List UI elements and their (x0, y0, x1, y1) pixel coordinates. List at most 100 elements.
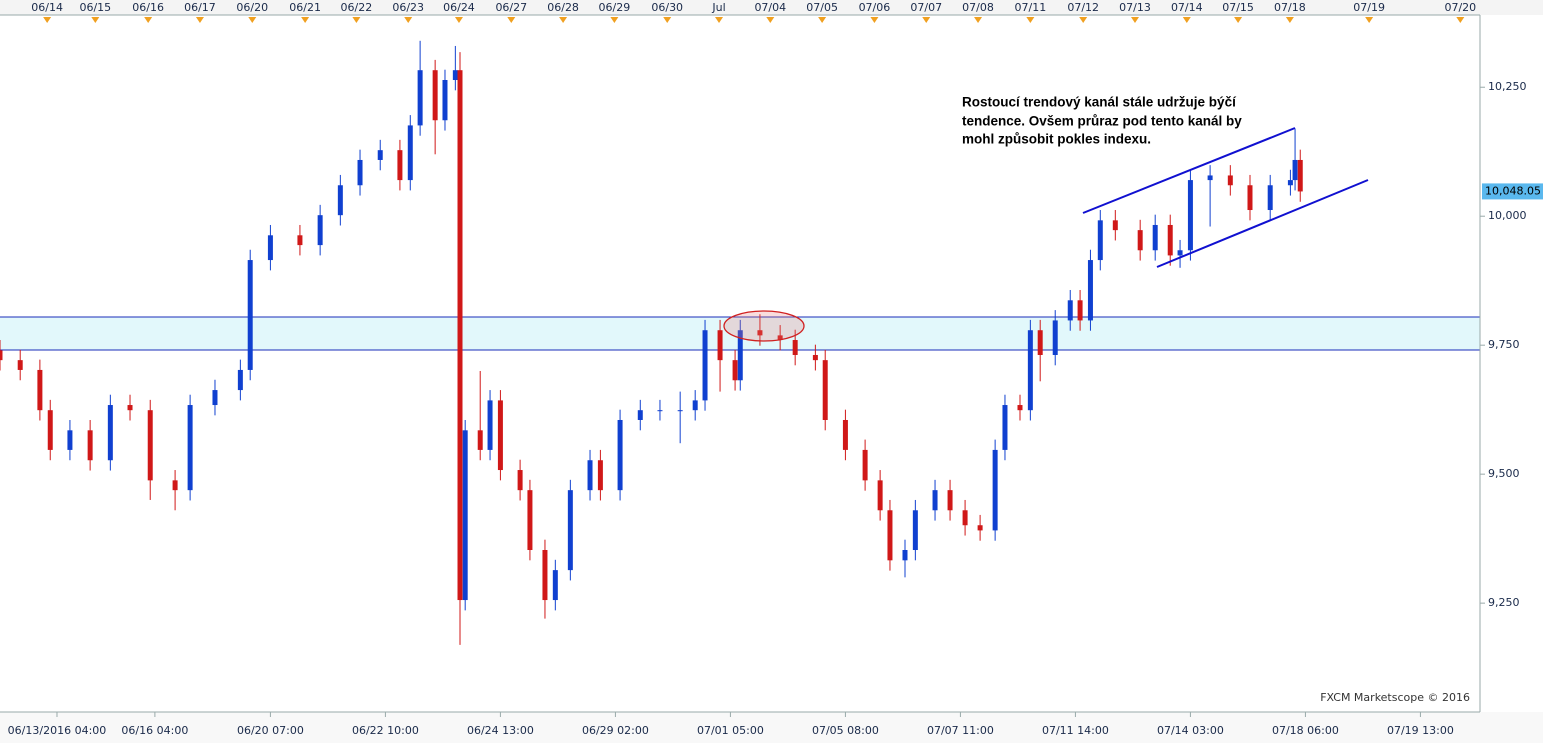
candle-body (737, 330, 743, 381)
top-axis-band (0, 0, 1543, 15)
x-tick-marker (1285, 17, 1294, 23)
x2-tick-label: 07/14 03:00 (1157, 724, 1224, 737)
candle-body (1067, 300, 1073, 321)
candle-body (1097, 220, 1103, 261)
x-tick-marker (974, 17, 983, 23)
candle-body (1017, 405, 1023, 411)
candle-body (1027, 330, 1033, 411)
x-tick-label: 07/08 (962, 1, 994, 14)
candle-body (297, 235, 303, 246)
x-tick-marker (922, 17, 931, 23)
candle-body (1227, 175, 1233, 186)
candle-body (1297, 159, 1303, 192)
candle-body (107, 405, 113, 461)
candle-body (147, 410, 153, 481)
candle-body (407, 125, 413, 181)
y-tick-label: 10,000 (1488, 209, 1527, 222)
x2-tick-label: 06/16 04:00 (121, 724, 188, 737)
x2-tick-label: 06/22 10:00 (352, 724, 419, 737)
candles (0, 40, 1303, 645)
candle-body (887, 510, 893, 561)
y-tick-label: 9,750 (1488, 338, 1520, 351)
channel-upper (1082, 127, 1296, 214)
x-tick-label: 07/11 (1015, 1, 1047, 14)
candle-body (1112, 220, 1118, 231)
x-tick-label: 07/14 (1171, 1, 1203, 14)
candle-body (877, 480, 883, 511)
candle-body (187, 405, 193, 491)
candle-body (777, 335, 783, 341)
x-tick-marker (818, 17, 827, 23)
candle-body (862, 449, 868, 481)
candle-body (1137, 230, 1143, 251)
candle-body (1087, 260, 1093, 321)
x-tick-marker (870, 17, 879, 23)
candle-body (912, 510, 918, 551)
candle-body (1077, 300, 1083, 321)
x2-tick-label: 07/07 11:00 (927, 724, 994, 737)
candle-body (442, 80, 448, 121)
x-tick-label: 06/15 (79, 1, 111, 14)
last-price-box (1482, 183, 1543, 200)
candle-body (567, 490, 573, 571)
x-tick-marker (766, 17, 775, 23)
candle-body (172, 480, 178, 491)
candle-body (47, 410, 53, 450)
x-tick-label: 06/24 (443, 1, 475, 14)
x-tick-marker (195, 17, 204, 23)
annotation-line: tendence. Ovšem průraz pod tento kanál b… (962, 114, 1242, 129)
candle-body (397, 150, 403, 181)
candle-body (357, 159, 363, 186)
candle-body (432, 70, 438, 121)
x-tick-label: 06/20 (236, 1, 268, 14)
candle-body (1247, 185, 1253, 211)
x-tick-label: 06/17 (184, 1, 216, 14)
candle-body (487, 400, 493, 450)
x-tick-label: 06/21 (289, 1, 321, 14)
candle-body (462, 430, 468, 601)
x-tick-label: 07/04 (754, 1, 786, 14)
candle-body (417, 70, 423, 126)
x-tick-marker (507, 17, 516, 23)
candle-body (842, 419, 848, 450)
candle-body (527, 490, 533, 551)
x-tick-label: 06/29 (599, 1, 631, 14)
x2-tick-label: 07/19 13:00 (1387, 724, 1454, 737)
candle-body (127, 405, 133, 411)
x-tick-label: 07/20 (1444, 1, 1476, 14)
candle-body (1287, 180, 1293, 186)
candle-body (237, 369, 243, 391)
candle-body (377, 150, 383, 160)
x2-tick-label: 06/24 13:00 (467, 724, 534, 737)
x-tick-marker (559, 17, 568, 23)
x-tick-marker (454, 17, 463, 23)
x-tick-label: 06/23 (392, 1, 424, 14)
x-tick-label: 06/30 (651, 1, 683, 14)
candle-body (792, 340, 798, 355)
candle-body (477, 430, 483, 450)
x-tick-label: 07/07 (910, 1, 942, 14)
candle-body (1152, 224, 1158, 251)
candle-body (717, 330, 723, 361)
candle-body (677, 410, 683, 412)
candle-body (1292, 159, 1298, 181)
candle-body (1037, 330, 1043, 355)
x2-tick-label: 07/18 06:00 (1272, 724, 1339, 737)
x-tick-label: 07/19 (1353, 1, 1385, 14)
x-tick-label: 07/15 (1222, 1, 1254, 14)
x2-tick-label: 07/01 05:00 (697, 724, 764, 737)
x-tick-label: 06/14 (31, 1, 63, 14)
candle-body (517, 470, 523, 491)
candle-body (1267, 185, 1273, 211)
candle-body (902, 550, 908, 561)
candle-body (87, 430, 93, 461)
x-tick-marker (404, 17, 413, 23)
candle-body (977, 525, 983, 531)
x-tick-marker (1365, 17, 1374, 23)
y-tick-label: 9,250 (1488, 596, 1520, 609)
candle-body (17, 360, 23, 370)
candle-body (317, 215, 323, 246)
x-tick-label: Jul (711, 1, 725, 14)
x-tick-marker (663, 17, 672, 23)
candle-body (597, 460, 603, 491)
